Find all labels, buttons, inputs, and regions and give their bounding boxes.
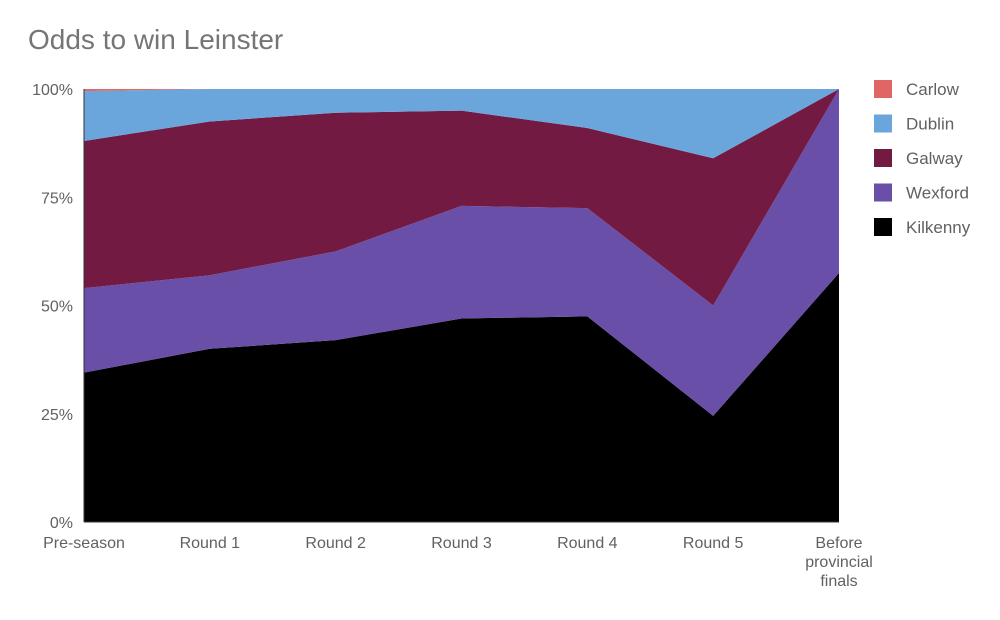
y-tick-label: 100% bbox=[32, 82, 73, 99]
area-kilkenny bbox=[84, 273, 839, 522]
legend-label-kilkenny: Kilkenny bbox=[906, 218, 971, 237]
legend: Carlow Dublin Galway Wexford Kilkenny bbox=[874, 80, 971, 237]
legend-label-wexford: Wexford bbox=[906, 184, 969, 203]
area-layers bbox=[84, 89, 839, 522]
chart-title: Odds to win Leinster bbox=[28, 24, 284, 55]
area-carlow bbox=[84, 89, 839, 92]
legend-swatch-wexford bbox=[874, 183, 892, 202]
area-wexford bbox=[84, 89, 839, 416]
legend-label-carlow: Carlow bbox=[906, 80, 960, 99]
legend-swatch-galway bbox=[874, 149, 892, 167]
legend-swatch-dublin bbox=[874, 114, 892, 133]
area-dublin bbox=[84, 89, 839, 159]
y-tick-label: 0% bbox=[50, 515, 73, 532]
legend-swatch-carlow bbox=[874, 80, 892, 98]
axes: 0% 25% 50% 75% 100% Pre-season Round 1 Round 2 R… bbox=[32, 82, 873, 590]
legend-label-galway: Galway bbox=[906, 149, 963, 168]
legend-swatch-kilkenny bbox=[874, 218, 892, 236]
x-tick-label: Round 2 bbox=[305, 535, 366, 552]
y-tick-label: 75% bbox=[41, 190, 73, 207]
x-tick-label: Round 1 bbox=[180, 535, 241, 552]
y-tick-label: 25% bbox=[41, 407, 73, 424]
x-tick-label: Round 4 bbox=[557, 535, 618, 552]
y-tick-label: 50% bbox=[41, 299, 73, 316]
x-tick-label: Before provincial finals bbox=[805, 535, 873, 590]
x-tick-label: Round 3 bbox=[431, 535, 492, 552]
x-tick-label: Pre-season bbox=[43, 535, 125, 552]
legend-label-dublin: Dublin bbox=[906, 115, 954, 134]
x-tick-label: Round 5 bbox=[683, 535, 744, 552]
